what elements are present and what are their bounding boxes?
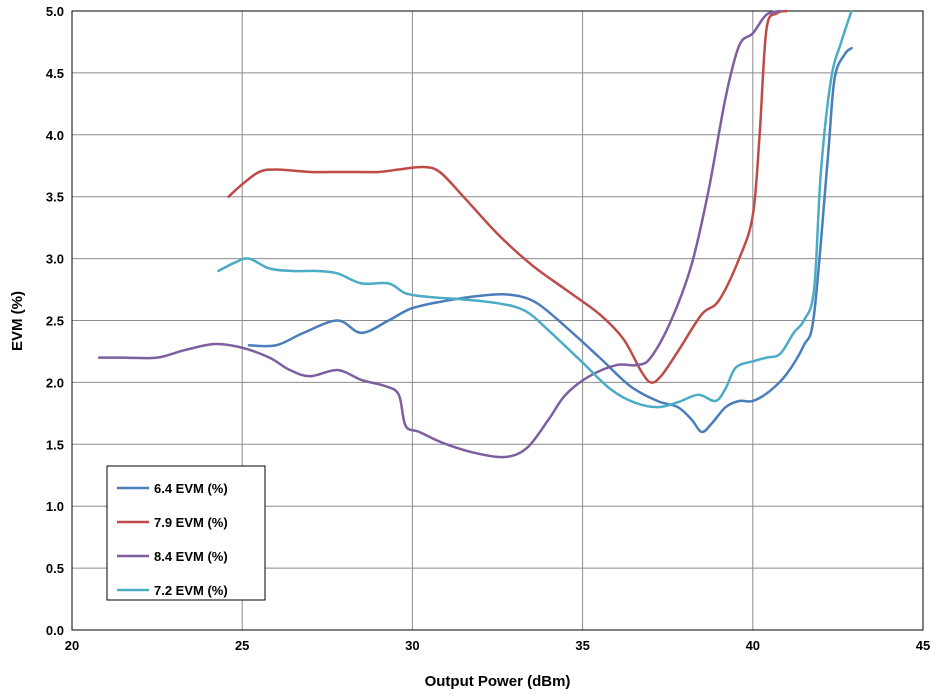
plot-area-border (71, 10, 924, 631)
y-tick-label: 0.5 (46, 561, 64, 576)
y-tick-label: 1.5 (46, 437, 64, 452)
y-tick-label: 3.0 (46, 252, 64, 267)
x-tick-label: 45 (916, 638, 930, 653)
series-layer (97, 9, 853, 459)
series-line-2 (227, 9, 789, 384)
y-tick-label: 1.0 (46, 499, 64, 514)
x-tick-label: 25 (235, 638, 249, 653)
y-tick-label: 3.5 (46, 190, 64, 205)
y-tick-label: 2.5 (46, 314, 64, 329)
x-tick-label: 35 (575, 638, 589, 653)
y-axis-ticks: 0.0 0.5 1.0 1.5 2.0 2.5 3.0 3.5 4.0 4.5 5.0 (46, 4, 64, 638)
x-axis-title: Output Power (dBm) (425, 673, 571, 690)
y-tick-label: 4.5 (46, 66, 64, 81)
y-tick-label: 5.0 (46, 4, 64, 19)
x-tick-label: 20 (65, 638, 79, 653)
x-axis-ticks: 20 25 30 35 40 45 (65, 638, 930, 653)
y-tick-label: 4.0 (46, 128, 64, 143)
y-tick-label: 2.0 (46, 375, 64, 390)
legend-label: 6.4 EVM (%) (154, 481, 228, 496)
legend-label: 7.2 EVM (%) (154, 583, 228, 598)
series-line-3 (97, 9, 782, 459)
series-line-4 (217, 9, 853, 409)
x-tick-label: 40 (746, 638, 760, 653)
legend: 6.4 EVM (%) 7.9 EVM (%) 8.4 EVM (%) 7.2 EVM… (106, 465, 266, 601)
legend-label: 7.9 EVM (%) (154, 515, 228, 530)
y-tick-label: 0.0 (46, 623, 64, 638)
x-tick-label: 30 (405, 638, 419, 653)
y-axis-title: EVM (%) (9, 291, 26, 351)
legend-label: 8.4 EVM (%) (154, 549, 228, 564)
series-line-1 (247, 46, 853, 434)
